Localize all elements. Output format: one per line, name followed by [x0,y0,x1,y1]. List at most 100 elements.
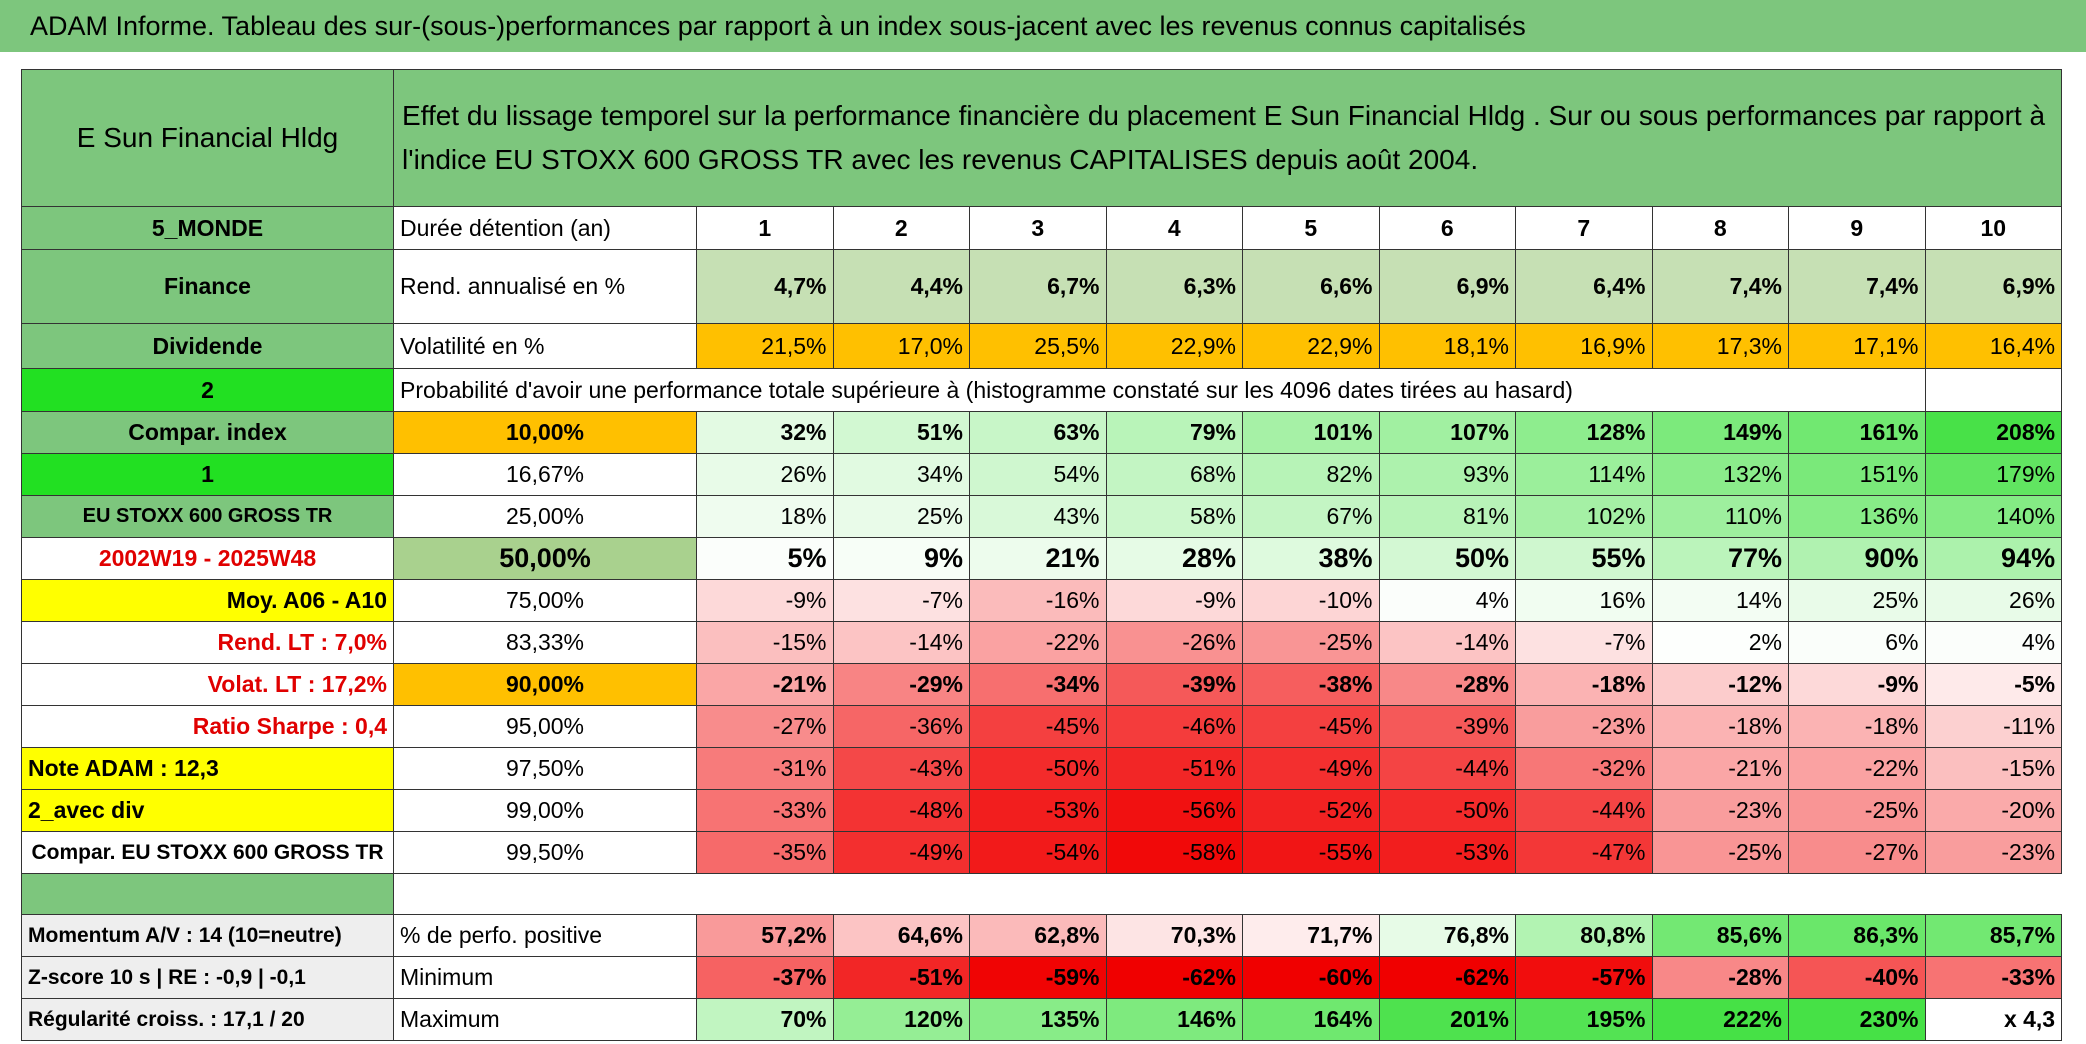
value-cell: -45% [969,705,1107,748]
value-cell: 71,7% [1242,914,1380,957]
value-cell: 9 [1788,206,1926,250]
value-cell: 230% [1788,998,1926,1041]
spacer [394,874,2062,915]
quantile: 16,67% [393,453,697,496]
value-cell: 85,7% [1924,914,2063,957]
value-cell: -14% [1378,621,1516,664]
value-cell: -39% [1378,705,1516,748]
row-header: Volatilité en % [393,323,697,369]
value-cell: 85,6% [1651,914,1789,957]
value-cell: 22,9% [1105,323,1243,369]
value-cell: 54% [969,453,1107,496]
value-cell: -35% [696,831,834,874]
value-cell: 55% [1515,537,1653,580]
row-label: Régularité croiss. : 17,1 / 20 [21,998,394,1041]
value-cell: 90% [1788,537,1926,580]
value-cell: 62,8% [969,914,1107,957]
value-cell: 43% [969,495,1107,538]
value-cell: -40% [1788,956,1926,999]
value-cell: 64,6% [832,914,970,957]
quantile: 25,00% [393,495,697,538]
row-header: Rend. annualisé en % [393,249,697,324]
row-label: Z-score 10 s | RE : -0,9 | -0,1 [21,956,394,999]
quantile: 99,50% [393,831,697,874]
value-cell: -34% [969,663,1107,706]
row-label: Dividende [21,323,394,369]
value-cell: 6,3% [1105,249,1243,324]
value-cell: 51% [832,411,970,454]
value-cell: -47% [1515,831,1653,874]
value-cell: -18% [1651,705,1789,748]
value-cell: -54% [969,831,1107,874]
instrument-name: E Sun Financial Hldg [21,69,394,207]
value-cell: -36% [832,705,970,748]
value-cell: -31% [696,747,834,790]
value-cell: -23% [1651,789,1789,832]
value-cell: 201% [1378,998,1516,1041]
row-header: Maximum [393,998,697,1041]
value-cell: -16% [969,579,1107,622]
quantile: 50,00% [393,537,697,580]
value-cell: 140% [1924,495,2063,538]
value-cell: 164% [1242,998,1380,1041]
row-header: Minimum [393,956,697,999]
value-cell: 16% [1515,579,1653,622]
value-cell: 4,4% [832,249,970,324]
value-cell: -44% [1515,789,1653,832]
value-cell: 222% [1651,998,1789,1041]
value-cell: -11% [1924,705,2063,748]
value-cell: -18% [1515,663,1653,706]
value-cell: 25,5% [969,323,1107,369]
value-cell: -43% [832,747,970,790]
value-cell: 17,0% [832,323,970,369]
quantile: 97,50% [393,747,697,790]
row-header: Durée détention (an) [393,206,697,250]
value-cell: 6% [1788,621,1926,664]
value-cell: -12% [1651,663,1789,706]
value-cell: 22,9% [1242,323,1380,369]
value-cell: 110% [1651,495,1789,538]
value-cell: -46% [1105,705,1243,748]
value-cell: -52% [1242,789,1380,832]
value-cell: -55% [1242,831,1380,874]
row-label: Moy. A06 - A10 [21,579,394,622]
value-cell: -14% [832,621,970,664]
value-cell: 14% [1651,579,1789,622]
value-cell: -22% [1788,747,1926,790]
value-cell: 179% [1924,453,2063,496]
value-cell: -48% [832,789,970,832]
value-cell: 38% [1242,537,1380,580]
row-label: Rend. LT : 7,0% [21,621,394,664]
row-label: Compar. index [21,411,394,454]
value-cell: 4% [1378,579,1516,622]
description: Effet du lissage temporel sur la perform… [392,69,2063,207]
row-label: EU STOXX 600 GROSS TR [21,495,394,538]
value-cell: -62% [1378,956,1516,999]
row-label: Momentum A/V : 14 (10=neutre) [21,914,394,957]
value-cell: 120% [832,998,970,1041]
value-cell: -39% [1105,663,1243,706]
value-cell: -58% [1105,831,1243,874]
row-label: Note ADAM : 12,3 [21,747,394,790]
value-cell: 26% [696,453,834,496]
value-cell: 77% [1651,537,1789,580]
value-cell: 1 [696,206,834,250]
value-cell: 32% [696,411,834,454]
value-cell: 57,2% [696,914,834,957]
value-cell: -21% [696,663,834,706]
row-label: 2002W19 - 2025W48 [21,537,394,580]
value-cell: 107% [1378,411,1516,454]
value-cell: -62% [1105,956,1243,999]
value-cell: 16,4% [1924,323,2063,369]
value-cell: -57% [1515,956,1653,999]
value-cell: 17,3% [1651,323,1789,369]
value-cell: 8 [1651,206,1789,250]
row-label: Ratio Sharpe : 0,4 [21,705,394,748]
quantile: 83,33% [393,621,697,664]
value-cell: -49% [832,831,970,874]
row-header: % de perfo. positive [393,914,697,957]
title-bar: ADAM Informe. Tableau des sur-(sous-)per… [0,0,2086,52]
value-cell: 63% [969,411,1107,454]
value-cell: -9% [1788,663,1926,706]
value-cell: 68% [1105,453,1243,496]
